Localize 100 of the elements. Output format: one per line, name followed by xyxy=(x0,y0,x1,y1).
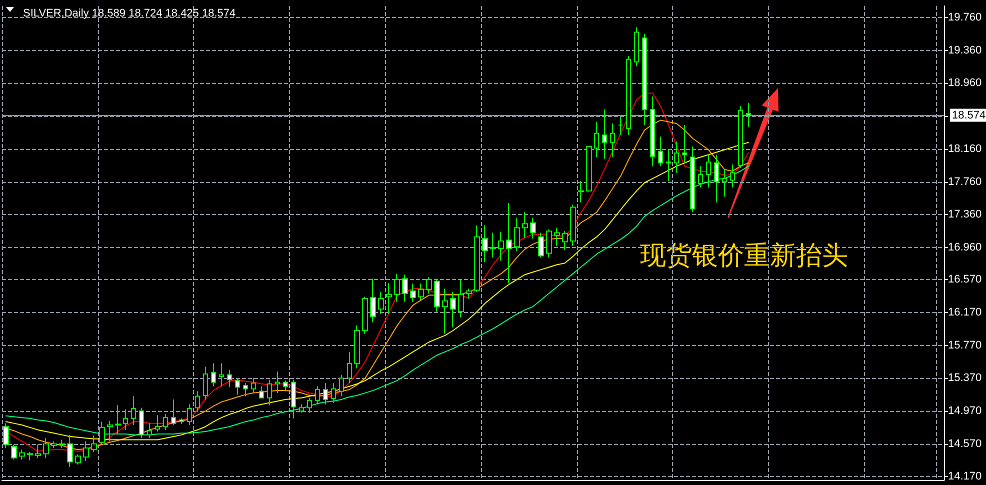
candlestick xyxy=(490,232,496,258)
candlestick xyxy=(235,378,240,396)
candlestick xyxy=(546,228,552,258)
candlestick xyxy=(698,166,703,188)
candlestick xyxy=(562,230,568,250)
candlestick xyxy=(331,382,336,404)
candlestick xyxy=(275,371,280,394)
y-tick-label: 19.760 xyxy=(948,12,982,24)
candlestick xyxy=(434,278,440,312)
candlestick xyxy=(530,217,536,239)
candlestick xyxy=(83,440,89,462)
candlestick xyxy=(378,291,384,315)
y-tick-label: 18.960 xyxy=(948,77,982,90)
candlestick xyxy=(410,283,416,302)
candlestick xyxy=(522,212,528,238)
candlestick xyxy=(243,382,248,397)
y-tick-label: 16.170 xyxy=(948,306,982,318)
candlestick xyxy=(602,109,607,160)
candlestick xyxy=(147,422,152,439)
candlestick xyxy=(578,180,584,203)
candlestick xyxy=(634,26,639,66)
candlestick xyxy=(442,288,448,334)
candlestick xyxy=(642,33,647,126)
y-tick-label: 17.760 xyxy=(948,176,982,188)
candlestick xyxy=(658,136,663,167)
candlestick xyxy=(27,452,33,461)
y-tick-label: 18.160 xyxy=(948,142,982,155)
candlestick xyxy=(666,148,671,182)
y-tick-label: 14.970 xyxy=(948,404,982,417)
chart-title: SILVER,Daily 18.589 18.724 18.425 18.574 xyxy=(23,8,236,20)
candlestick xyxy=(283,380,288,392)
candlestick xyxy=(51,440,57,448)
candlestick xyxy=(730,164,735,188)
candlestick xyxy=(307,397,312,414)
candlestick xyxy=(291,379,296,419)
candlestick xyxy=(586,146,592,192)
y-tick-label: 16.960 xyxy=(948,242,982,254)
candlestick xyxy=(394,273,400,302)
candlestick xyxy=(746,102,751,128)
candlestick xyxy=(506,202,512,284)
candlestick xyxy=(690,146,695,213)
candlestick xyxy=(370,278,376,323)
candlestick xyxy=(267,379,272,406)
candlestick xyxy=(498,231,504,262)
candlestick xyxy=(402,274,408,302)
y-tick-label: 16.570 xyxy=(948,274,982,286)
candlestick xyxy=(554,227,560,246)
candlestick xyxy=(3,422,9,448)
candlestick xyxy=(259,386,264,398)
y-tick-label: 19.360 xyxy=(948,44,982,56)
candlestick xyxy=(59,439,65,448)
candlestick xyxy=(179,418,184,425)
ref-line-label: 18.574 xyxy=(952,109,986,122)
candlestick xyxy=(315,386,320,405)
candlestick xyxy=(11,444,17,460)
candlestick xyxy=(115,404,121,434)
candlestick xyxy=(211,362,216,387)
candlestick xyxy=(323,382,328,405)
candlestick xyxy=(339,374,344,397)
candlestick xyxy=(195,390,200,412)
candlestick xyxy=(131,396,136,426)
candlestick xyxy=(450,291,456,328)
candlestick xyxy=(35,444,41,458)
candlestick xyxy=(163,414,168,430)
candlestick xyxy=(139,407,144,439)
candlestick xyxy=(251,378,256,394)
y-tick-label: 14.570 xyxy=(948,438,982,450)
candlestick xyxy=(386,282,392,315)
candlestick xyxy=(706,154,711,188)
candlestick xyxy=(714,154,719,203)
candlestick xyxy=(155,414,160,432)
candlestick xyxy=(458,279,464,318)
candlestick xyxy=(67,434,73,468)
candlestick xyxy=(187,404,192,426)
y-tick-label: 17.360 xyxy=(948,208,982,221)
candlestick xyxy=(610,122,615,158)
candlestick xyxy=(19,449,25,460)
candlestick xyxy=(171,398,176,426)
candlestick xyxy=(123,408,128,430)
candlestick xyxy=(618,116,623,136)
candlestick xyxy=(43,438,49,458)
candlestick xyxy=(426,276,432,294)
candlestick xyxy=(514,217,520,252)
candlestick xyxy=(738,106,743,168)
candlestick xyxy=(347,351,352,384)
candlestick xyxy=(219,362,224,387)
candlestick xyxy=(594,121,599,158)
y-tick-label: 15.370 xyxy=(948,372,982,384)
candlestick xyxy=(227,369,232,388)
y-tick-label: 15.770 xyxy=(948,339,982,352)
y-tick-label: 14.170 xyxy=(948,470,982,483)
candlestick xyxy=(570,204,576,246)
candlestick xyxy=(682,124,687,164)
candlestick xyxy=(75,454,81,465)
candlestick xyxy=(99,421,105,446)
candlestick xyxy=(107,420,113,442)
candlestick xyxy=(650,96,655,167)
candlestick xyxy=(722,170,727,198)
candlestick xyxy=(203,366,208,400)
candlestick xyxy=(474,224,480,292)
